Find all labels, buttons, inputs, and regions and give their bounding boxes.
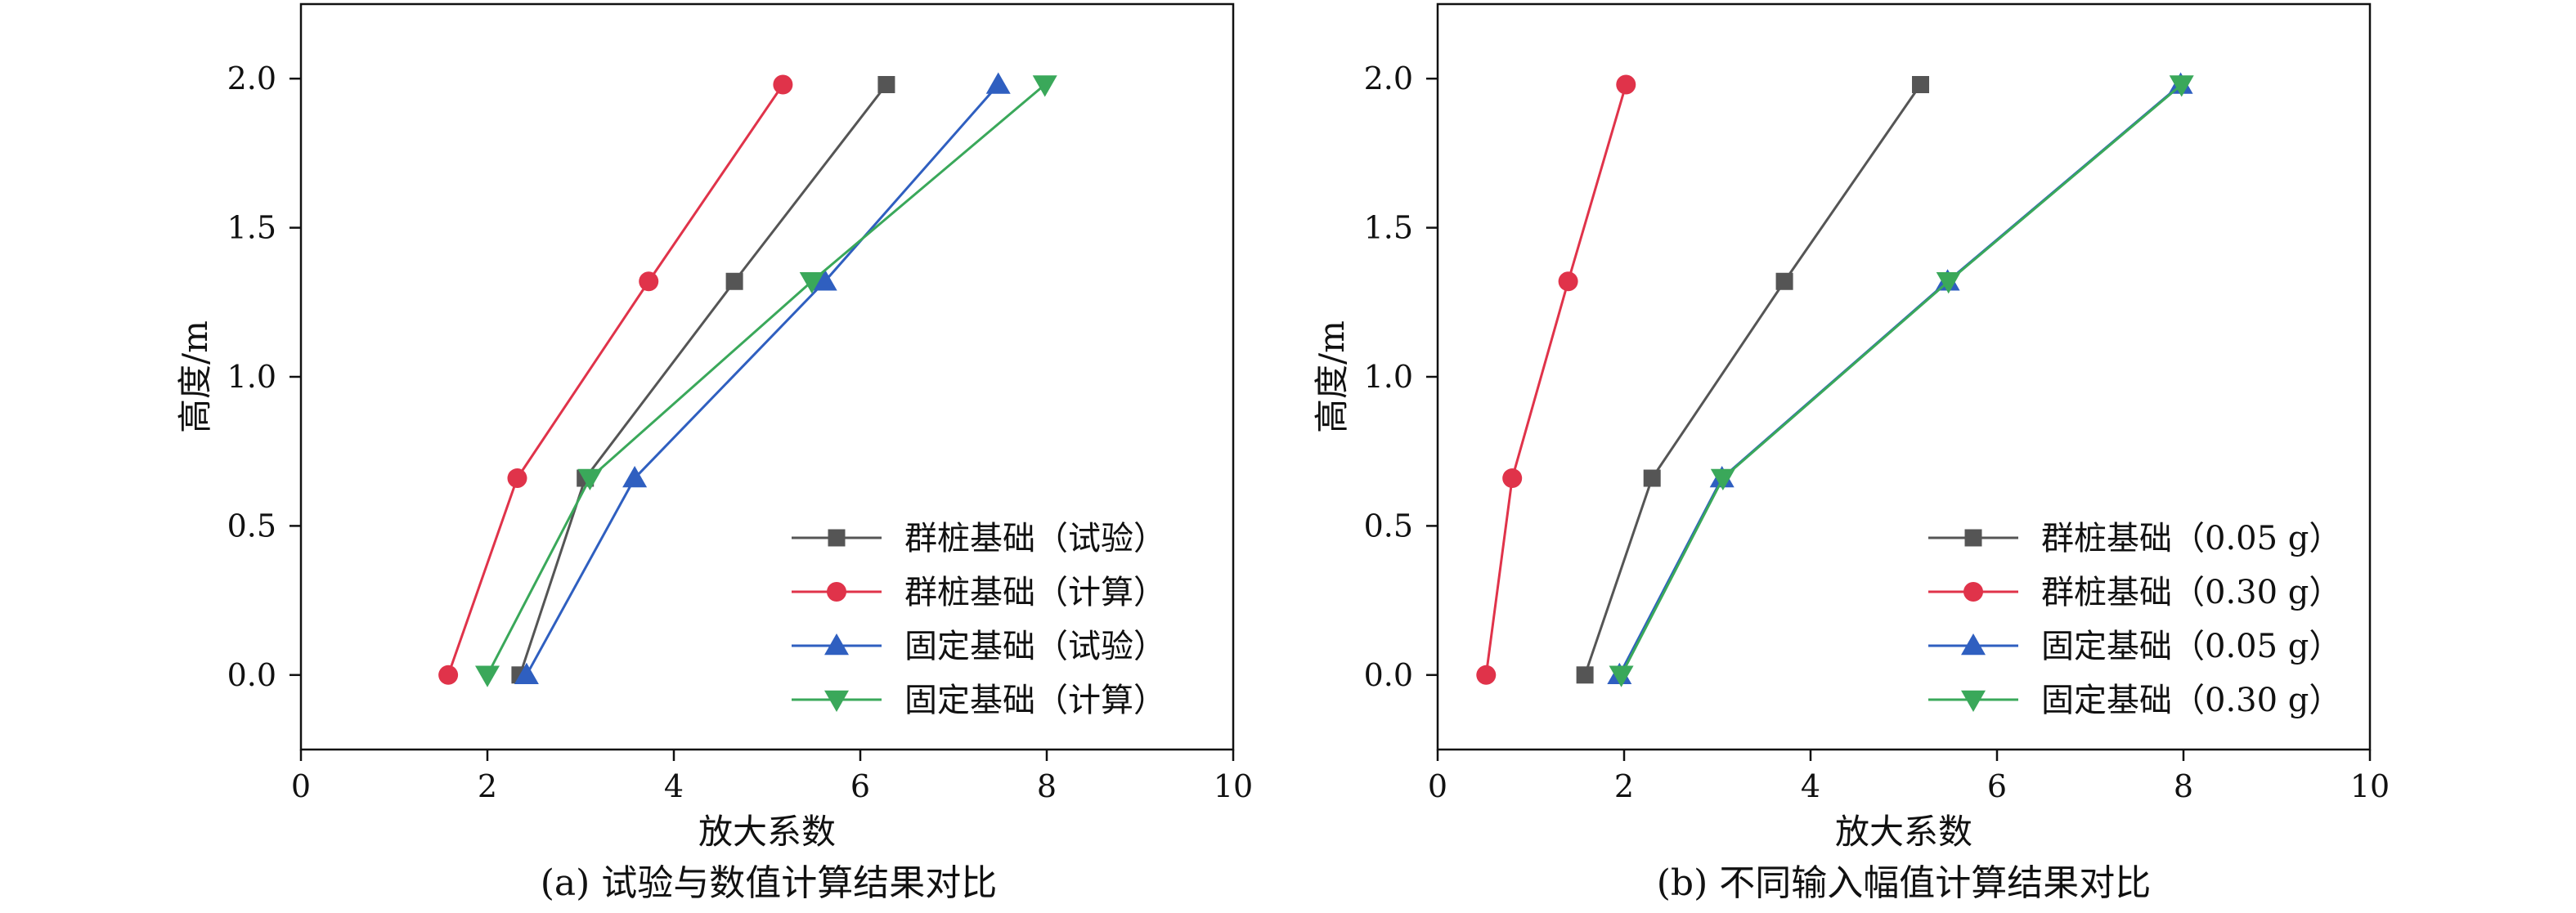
data-point [1476,665,1497,685]
data-point [1710,468,1735,491]
y-axis-label: 高度/m [175,320,215,433]
data-point [1616,74,1636,95]
legend-label: 群桩基础（0.30 g） [2041,574,2341,611]
y-tick-label: 2.0 [1364,60,1413,96]
legend-marker [827,582,846,602]
data-point [639,271,659,292]
chart-panel-b: 0 2 4 6 8 10 0.0 0.5 1.0 1.5 2.0 放大系数 高度/m (b) 不同输入幅值… [1312,2,2390,904]
data-point [985,72,1011,94]
data-point [1775,272,1793,290]
data-point [773,74,793,95]
legend-label: 固定基础（计算） [904,682,1166,719]
series-line [518,83,888,676]
x-tick-label: 4 [664,768,684,804]
legend-marker [824,633,849,656]
data-point [1912,75,1930,93]
x-tick-label: 0 [1428,768,1447,804]
y-tick-label: 0.5 [227,508,276,544]
y-tick-label: 1.0 [227,359,276,395]
data-point [725,272,743,290]
data-point [2169,75,2194,97]
data-point [877,75,895,93]
y-tick-label: 1.5 [1364,210,1413,246]
legend-marker [824,690,849,712]
y-axis-label: 高度/m [1312,320,1352,433]
series-line [486,83,1046,676]
chart-panel-a: 0 2 4 6 8 10 0.0 0.5 1.0 1.5 2.0 放大系数 高度/m (a) 试验与数值计… [175,2,1253,904]
legend-marker [1964,529,1982,547]
data-point [1936,272,1961,294]
legend-label: 群桩基础（0.05 g） [2041,520,2341,557]
y-tick-label: 0.0 [1364,657,1413,693]
series-line [447,83,784,676]
legend-label: 群桩基础（试验） [904,520,1166,557]
data-point [1643,469,1661,487]
y-tick-label: 0.5 [1364,508,1413,544]
series-line [1583,83,1922,676]
x-tick-label: 10 [1214,768,1253,804]
data-point [622,466,648,488]
figure-caption: (a) 试验与数值计算结果对比 [541,862,998,904]
legend-label: 固定基础（0.05 g） [2041,628,2341,665]
legend-label: 固定基础（0.30 g） [2041,682,2341,719]
legend-marker [1961,633,1986,656]
y-tick-label: 1.0 [1364,359,1413,395]
data-point [1576,666,1594,684]
data-point [799,272,824,294]
x-tick-label: 8 [2174,768,2193,804]
data-point [577,468,603,491]
x-tick-label: 2 [478,768,497,804]
x-tick-label: 0 [291,768,311,804]
y-tick-label: 2.0 [227,60,276,96]
data-point [507,468,527,489]
y-tick-label: 0.0 [227,657,276,693]
x-tick-label: 4 [1801,768,1820,804]
legend-marker [1963,582,1983,602]
figure-caption: (b) 不同输入幅值计算结果对比 [1657,862,2151,904]
series-line [1620,83,2183,676]
data-point [1609,665,1634,687]
x-tick-label: 10 [2350,768,2390,804]
series-line [525,83,999,676]
legend-marker [828,529,846,547]
legend-marker [1961,690,1986,712]
data-point [475,665,500,687]
x-tick-label: 6 [1987,768,2007,804]
y-tick-label: 1.5 [227,210,276,246]
legend-label: 固定基础（试验） [904,628,1166,665]
x-tick-label: 6 [850,768,870,804]
data-point [1558,271,1578,292]
series-line [1484,84,1627,675]
data-point [1502,468,1523,489]
x-tick-label: 8 [1037,768,1057,804]
x-axis-label: 放大系数 [698,812,836,852]
data-point [514,662,539,685]
data-point [1032,75,1057,97]
x-axis-label: 放大系数 [1835,812,1972,852]
legend-label: 群桩基础（计算） [904,574,1166,611]
x-tick-label: 2 [1614,768,1634,804]
data-point [438,665,459,685]
data-point [812,269,837,291]
